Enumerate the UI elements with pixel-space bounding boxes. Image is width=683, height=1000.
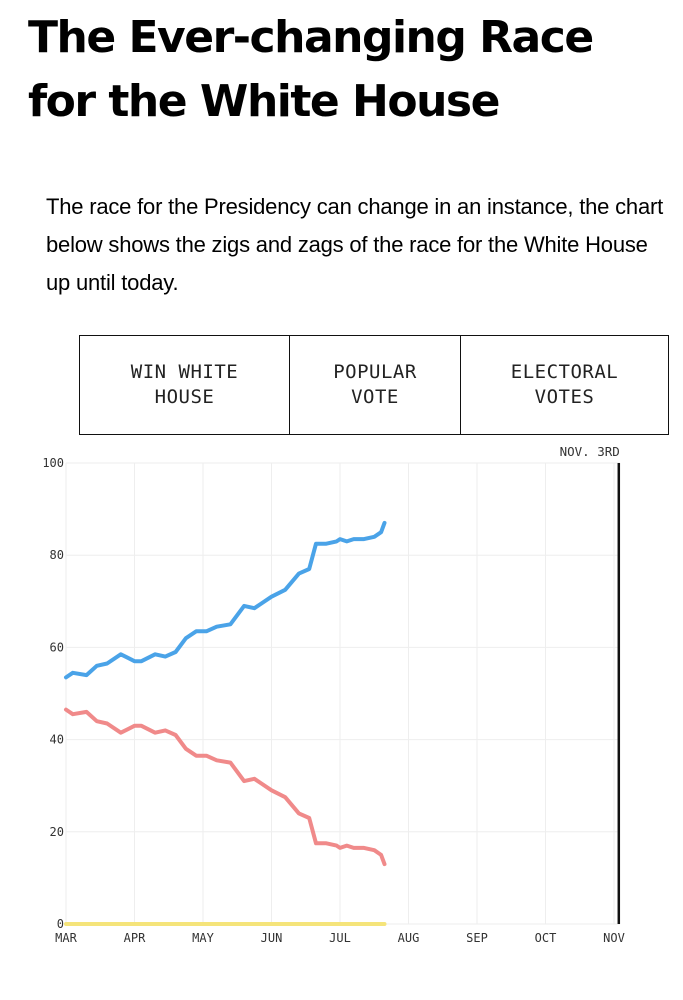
- tab-popular-vote[interactable]: POPULAR VOTE: [289, 336, 460, 434]
- election-day-label: NOV. 3RD: [560, 444, 620, 459]
- x-tick-label: JUL: [329, 931, 351, 945]
- metric-tabs: WIN WHITE HOUSE POPULAR VOTE ELECTORAL V…: [79, 335, 669, 435]
- x-tick-label: NOV: [603, 931, 625, 945]
- y-tick-label: 60: [50, 640, 64, 654]
- y-axis-labels: 0 20 40 60 80 100: [42, 456, 64, 931]
- x-tick-label: MAY: [192, 931, 214, 945]
- x-tick-label: MAR: [55, 931, 77, 945]
- forecast-chart: 0 20 40 60 80 100 MAR APR MAY JUN JUL AUG SEP OCT NOV…: [42, 444, 625, 945]
- series-line-red: [64, 707, 387, 867]
- x-tick-label: AUG: [398, 931, 420, 945]
- y-gridlines: [66, 462, 620, 925]
- x-tick-label: JUN: [261, 931, 283, 945]
- y-tick-label: 40: [50, 733, 64, 747]
- x-tick-label: APR: [124, 931, 146, 945]
- y-tick-label: 100: [42, 456, 64, 470]
- tab-electoral-votes[interactable]: ELECTORAL VOTES: [460, 336, 668, 434]
- x-tick-label: OCT: [535, 931, 557, 945]
- y-tick-label: 80: [50, 548, 64, 562]
- y-tick-label: 20: [50, 825, 64, 839]
- tab-win-white-house[interactable]: WIN WHITE HOUSE: [130, 361, 239, 408]
- series-line-blue: [64, 520, 387, 680]
- x-gridlines: [65, 463, 615, 924]
- page-title: The Ever-changing Race for the White Hou…: [28, 12, 594, 127]
- x-axis-labels: MAR APR MAY JUN JUL AUG SEP OCT NOV: [55, 931, 625, 945]
- x-tick-label: SEP: [466, 931, 488, 945]
- y-tick-label: 0: [57, 917, 64, 931]
- intro-text: The race for the Presidency can change i…: [46, 194, 664, 295]
- series-lines: [64, 520, 387, 926]
